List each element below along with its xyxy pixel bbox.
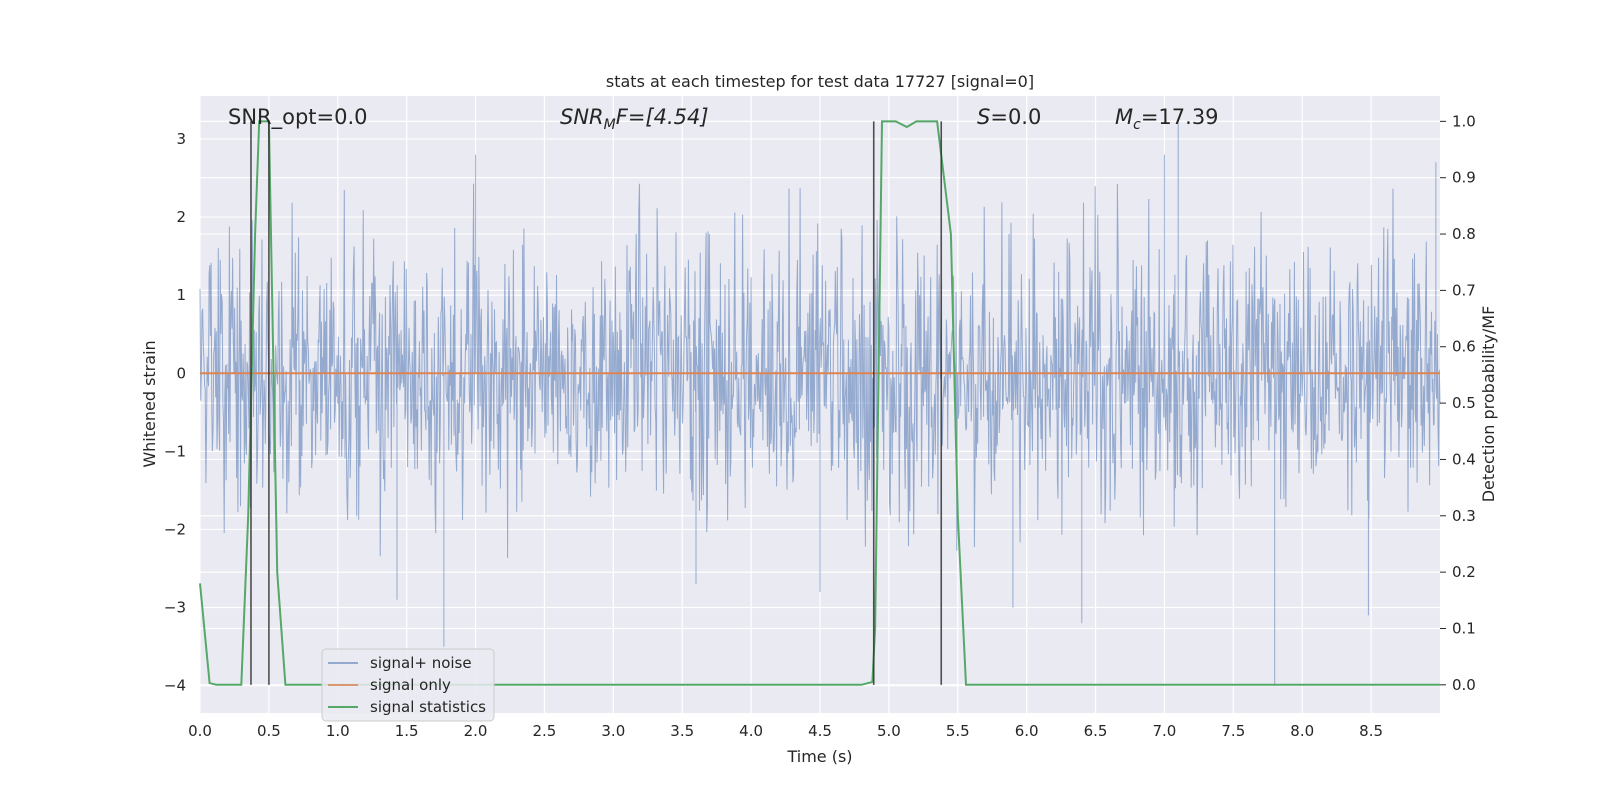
x-tick-label-9: 4.5 (808, 722, 832, 740)
annotation-s: S=0.0 (977, 105, 1041, 129)
x-tick-label-4: 2.0 (464, 722, 488, 740)
y-tick-label-4: −1 (164, 442, 186, 460)
annotation-mc-sub: c (1133, 117, 1141, 133)
x-tick-label-8: 4.0 (739, 722, 763, 740)
x-tick-label-3: 1.5 (395, 722, 419, 740)
y2-axis-ticks: 1.0 0.9 0.8 0.7 0.6 0.5 0.4 0.3 0.2 0.1 0.0 (1440, 112, 1476, 694)
annotation-snr-mf: SNRMF=[4.54] (560, 105, 709, 133)
annotation-s-rest: =0.0 (990, 105, 1041, 129)
y-tick-label-2: 1 (176, 286, 186, 304)
annotation-mc-rest: =17.39 (1141, 105, 1219, 129)
x-tick-label-1: 0.5 (257, 722, 281, 740)
y2-axis-label: Detection probability/MF (1479, 306, 1498, 503)
y-tick-label-1: 2 (176, 208, 186, 226)
y-tick-label-3: 0 (176, 364, 186, 382)
annotation-mc: Mc=17.39 (1115, 105, 1219, 133)
y-axis-ticks: 3 2 1 0 −1 −2 −3 −4 (164, 130, 186, 695)
annotation-snr-mf-rest: F=[4.54] (616, 105, 709, 129)
chart-title: stats at each timestep for test data 177… (606, 72, 1034, 91)
legend: signal+ noise signal only signal statist… (321, 648, 495, 722)
y2-tick-label-6: 0.4 (1452, 450, 1476, 468)
y2-tick-label-8: 0.2 (1452, 563, 1476, 581)
x-tick-label-0: 0.0 (188, 722, 212, 740)
y2-tick-label-3: 0.7 (1452, 281, 1476, 299)
y2-tick-label-9: 0.1 (1452, 619, 1476, 637)
x-tick-label-2: 1.0 (326, 722, 350, 740)
x-axis-ticks: 0.0 0.5 1.0 1.5 2.0 2.5 3.0 3.5 4.0 4.5 5.0 5.5 6.0 6… (188, 722, 1383, 740)
y-tick-label-0: 3 (176, 130, 186, 148)
y-tick-label-7: −4 (164, 677, 186, 695)
y-axis-label: Whitened strain (140, 340, 159, 467)
y2-tick-label-2: 0.8 (1452, 225, 1476, 243)
y2-tick-label-0: 1.0 (1452, 112, 1476, 130)
x-tick-label-17: 8.5 (1359, 722, 1383, 740)
legend-label-signal-only: signal only (370, 676, 451, 694)
legend-box (321, 648, 495, 722)
x-tick-label-7: 3.5 (670, 722, 694, 740)
x-tick-label-10: 5.0 (877, 722, 901, 740)
x-tick-label-6: 3.0 (601, 722, 625, 740)
y2-tick-label-7: 0.3 (1452, 507, 1476, 525)
signal-noise-series (199, 123, 1441, 686)
x-tick-label-5: 2.5 (533, 722, 557, 740)
annotation-snr-mf-main: SNR (560, 105, 604, 129)
x-tick-label-12: 6.0 (1015, 722, 1039, 740)
y-tick-label-5: −2 (164, 520, 186, 538)
annotation-snr-opt: SNR_opt=0.0 (228, 105, 368, 130)
y2-tick-label-1: 0.9 (1452, 169, 1476, 187)
legend-label-signal-noise: signal+ noise (370, 654, 472, 672)
legend-label-signal-statistics: signal statistics (370, 698, 486, 716)
x-tick-label-16: 8.0 (1290, 722, 1314, 740)
y2-tick-label-4: 0.6 (1452, 338, 1476, 356)
x-tick-label-13: 6.5 (1084, 722, 1108, 740)
x-tick-label-15: 7.5 (1221, 722, 1245, 740)
y2-tick-label-10: 0.0 (1452, 676, 1476, 694)
x-tick-label-11: 5.5 (946, 722, 970, 740)
x-axis-label: Time (s) (786, 747, 852, 766)
annotation-snr-mf-sub: M (604, 117, 616, 133)
vertical-markers (250, 121, 943, 685)
y-tick-label-6: −3 (164, 599, 186, 617)
y2-tick-label-5: 0.5 (1452, 394, 1476, 412)
annotation-s-italic: S (977, 105, 990, 129)
x-tick-label-14: 7.0 (1153, 722, 1177, 740)
signal-noise-path (199, 123, 1441, 686)
annotation-mc-main: M (1115, 105, 1133, 129)
